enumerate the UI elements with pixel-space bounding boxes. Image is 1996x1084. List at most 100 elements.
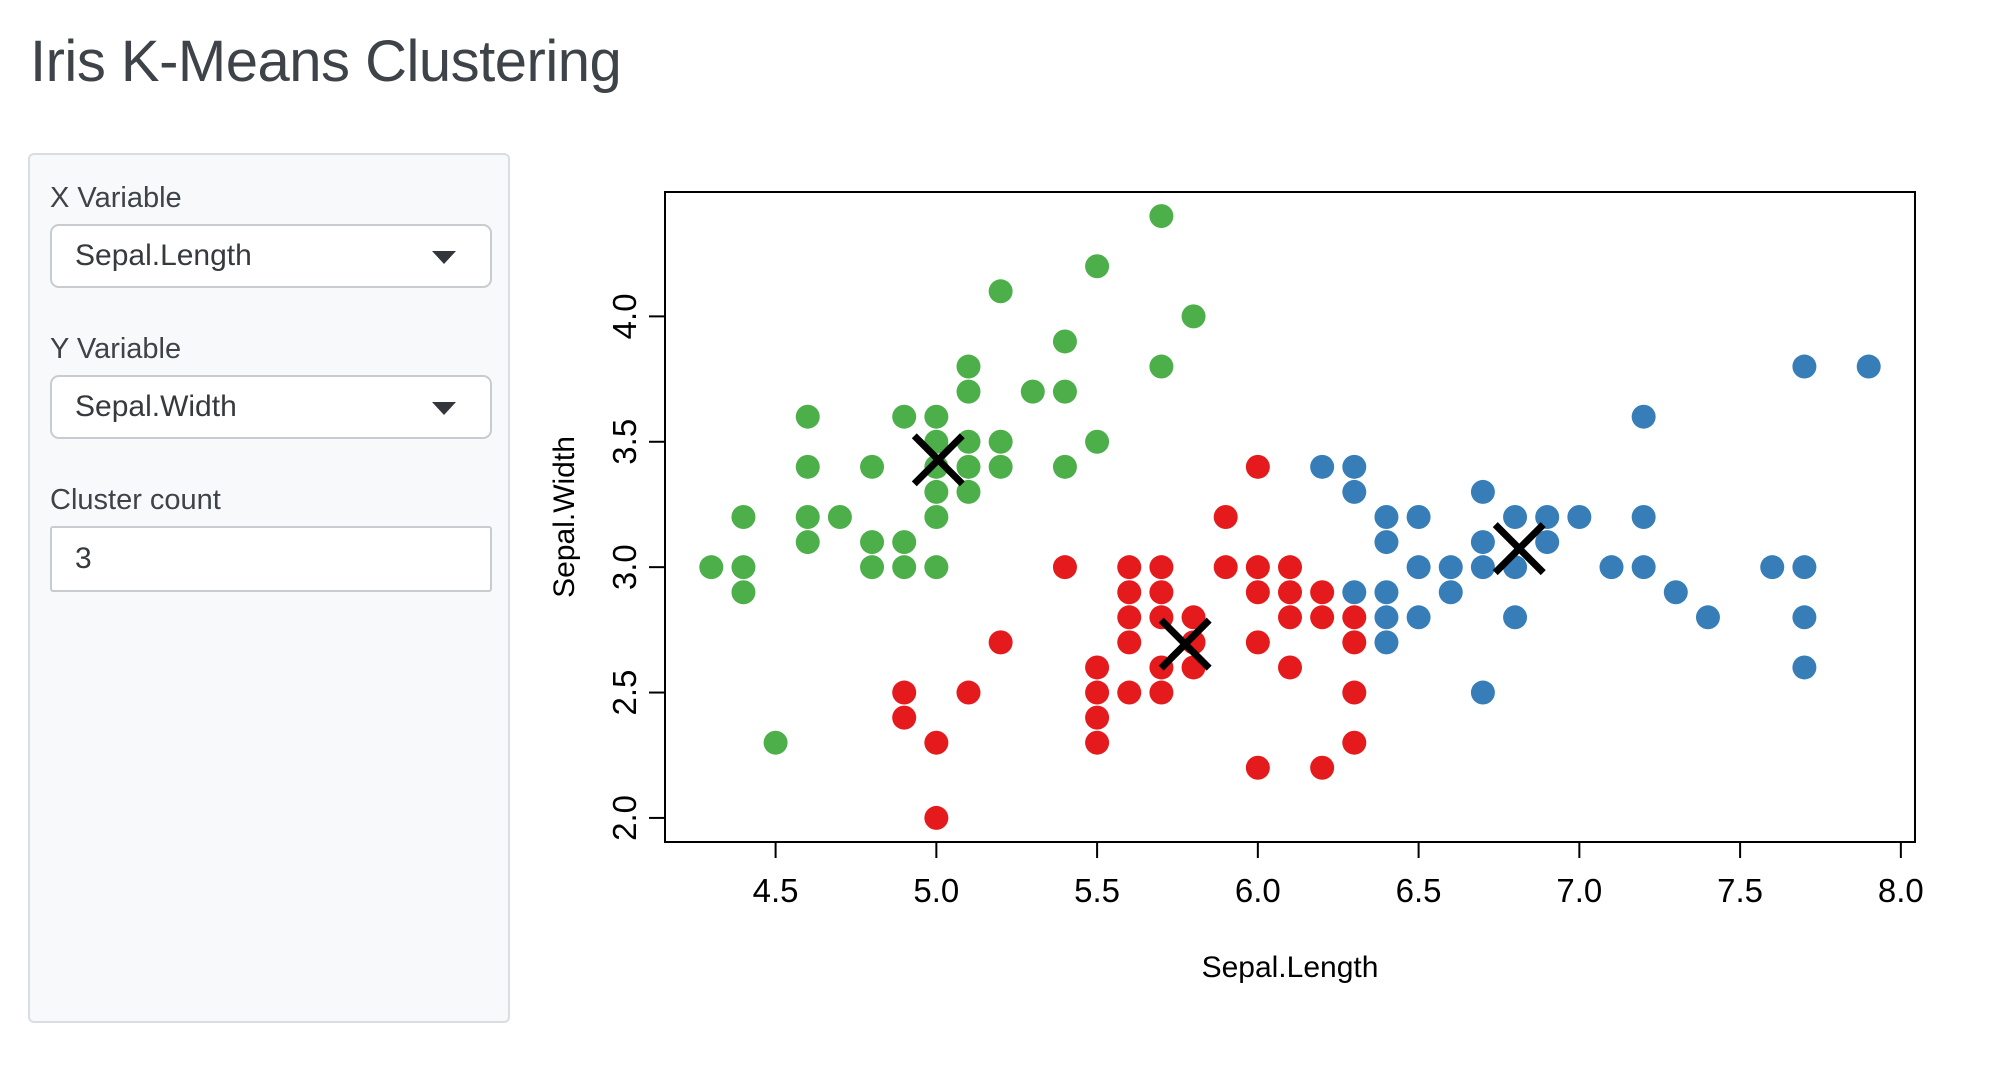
data-point <box>988 429 1013 454</box>
data-point <box>924 479 949 504</box>
data-point <box>1052 379 1077 404</box>
data-point <box>1374 530 1399 555</box>
data-point <box>1245 555 1270 580</box>
data-point <box>1278 555 1302 580</box>
data-point <box>731 505 756 529</box>
data-point <box>1695 605 1720 630</box>
y-variable-value: Sepal.Width <box>75 390 237 423</box>
data-point <box>1117 555 1142 580</box>
y-tick-label: 3.5 <box>606 419 643 465</box>
x-tick-label: 6.5 <box>1396 872 1442 909</box>
data-point <box>1342 730 1367 755</box>
data-point <box>1599 555 1624 580</box>
y-variable-label: Y Variable <box>50 333 182 365</box>
data-point <box>1856 354 1881 379</box>
data-point <box>1310 755 1335 780</box>
data-point <box>731 555 756 580</box>
data-point <box>892 555 917 580</box>
x-variable-value: Sepal.Length <box>75 239 252 272</box>
data-point <box>731 580 756 605</box>
data-point <box>924 404 949 429</box>
data-point <box>1438 580 1463 605</box>
data-point <box>1342 680 1367 705</box>
data-point <box>1310 454 1335 479</box>
cluster-count-input[interactable] <box>50 526 492 592</box>
data-point <box>699 555 724 580</box>
data-point <box>892 705 917 730</box>
data-point <box>1631 404 1656 429</box>
data-point <box>956 680 981 705</box>
data-point <box>956 354 981 379</box>
data-point <box>1342 630 1367 655</box>
data-point <box>956 454 981 479</box>
data-point <box>956 379 981 404</box>
y-tick-label: 4.0 <box>606 293 643 339</box>
x-tick-label: 8.0 <box>1878 872 1924 909</box>
data-point <box>795 530 820 555</box>
data-point <box>1085 680 1110 705</box>
data-point <box>795 454 820 479</box>
data-point <box>1085 429 1110 454</box>
data-point <box>860 454 885 479</box>
x-tick-label: 7.5 <box>1717 872 1763 909</box>
data-point <box>1631 555 1656 580</box>
data-point <box>1310 580 1335 605</box>
data-point <box>1052 454 1077 479</box>
data-point <box>1181 304 1206 329</box>
data-point <box>1085 730 1110 755</box>
data-point <box>1374 630 1399 655</box>
chevron-down-icon <box>432 402 456 415</box>
x-variable-select[interactable]: Sepal.Length <box>50 224 492 288</box>
data-point <box>1085 655 1110 680</box>
data-point <box>1245 580 1270 605</box>
page-title: Iris K-Means Clustering <box>30 29 622 94</box>
data-point <box>763 730 788 755</box>
data-point <box>924 555 949 580</box>
data-point <box>1470 530 1495 555</box>
data-point <box>1310 605 1335 630</box>
data-point <box>1503 605 1528 630</box>
data-point <box>892 404 917 429</box>
y-variable-select[interactable]: Sepal.Width <box>50 375 492 439</box>
data-point <box>988 630 1013 655</box>
x-tick-label: 6.0 <box>1235 872 1281 909</box>
data-point <box>1245 454 1270 479</box>
data-point <box>1149 580 1174 605</box>
data-point <box>1470 479 1495 504</box>
data-point <box>892 680 917 705</box>
data-point <box>924 730 949 755</box>
y-tick-label: 2.0 <box>606 795 643 841</box>
data-point <box>1149 354 1174 379</box>
data-point <box>956 479 981 504</box>
data-point <box>1792 555 1817 580</box>
data-point <box>1342 454 1367 479</box>
data-point <box>1052 555 1077 580</box>
data-point <box>1342 479 1367 504</box>
plot-frame <box>664 191 1916 843</box>
data-point <box>795 505 820 529</box>
data-point <box>1117 680 1142 705</box>
data-point <box>1278 605 1302 630</box>
data-point <box>1278 580 1302 605</box>
data-point <box>924 805 949 830</box>
data-point <box>860 530 885 555</box>
chevron-down-icon <box>432 251 456 264</box>
y-tick-label: 3.0 <box>606 544 643 590</box>
y-variable-group: Y Variable Sepal.Width <box>50 331 492 439</box>
centroid-marker <box>1158 617 1212 671</box>
y-axis-label: Sepal.Width <box>548 436 581 598</box>
data-point <box>1503 505 1528 529</box>
data-point <box>1213 505 1238 529</box>
data-point <box>795 404 820 429</box>
data-point <box>1085 254 1110 279</box>
data-point <box>1117 630 1142 655</box>
data-point <box>1438 555 1463 580</box>
data-point <box>1342 580 1367 605</box>
sidebar-panel: X Variable Sepal.Length Y Variable Sepal… <box>28 153 510 1023</box>
centroid-marker <box>911 433 965 487</box>
data-point <box>1535 530 1560 555</box>
data-point <box>1149 555 1174 580</box>
x-tick-label: 5.5 <box>1074 872 1120 909</box>
